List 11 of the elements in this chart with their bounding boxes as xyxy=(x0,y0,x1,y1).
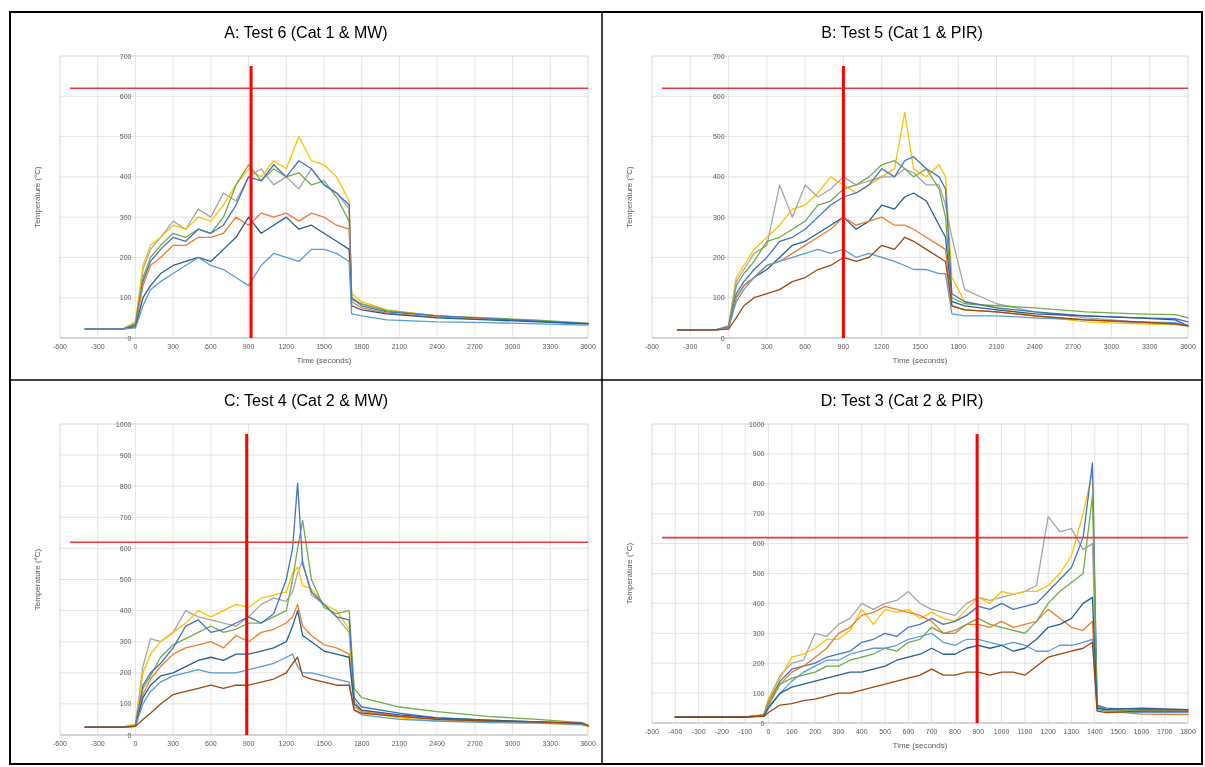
chart-title: D: Test 3 (Cat 2 & PIR) xyxy=(820,392,984,409)
y-axis-title: Temperature (°C) xyxy=(625,542,634,605)
x-axis-title: Time (seconds) xyxy=(296,356,352,365)
x-axis-title: Time (seconds) xyxy=(892,741,948,750)
y-axis-title: Temperature (°C) xyxy=(625,165,634,228)
chart-title: B: Test 5 (Cat 1 & PIR) xyxy=(821,24,983,41)
x-axis-title: Time (seconds) xyxy=(892,356,948,365)
chart-title: C: Test 4 (Cat 2 & MW) xyxy=(223,392,389,409)
chart-title: A: Test 6 (Cat 1 & MW) xyxy=(224,24,388,41)
y-axis-title: Temperature (°C) xyxy=(33,548,42,611)
y-axis-title: Temperature (°C) xyxy=(33,165,42,228)
